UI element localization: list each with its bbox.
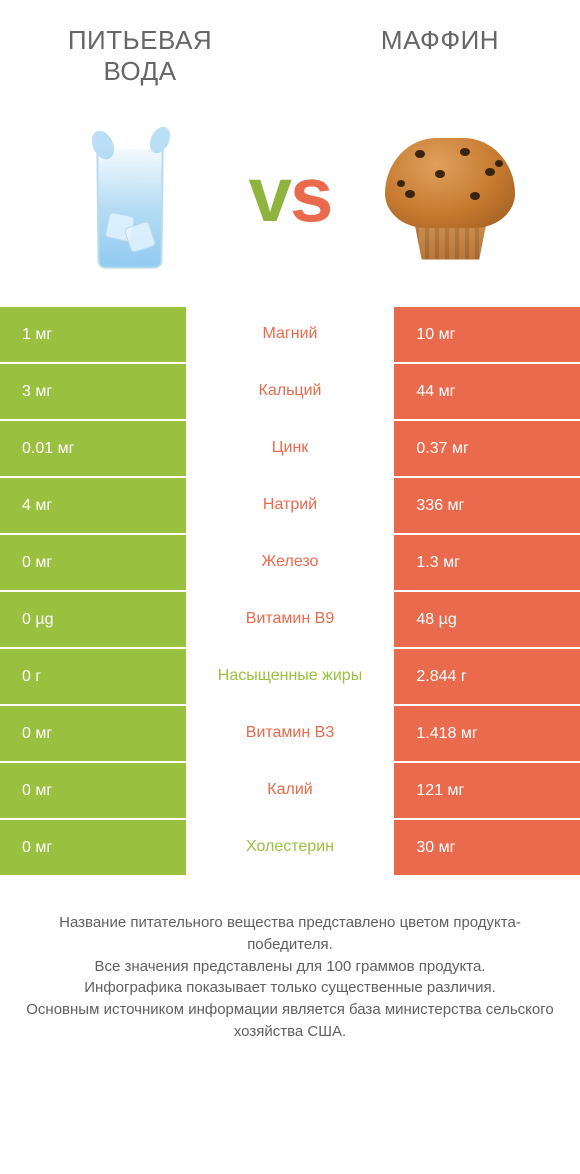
right-value-cell: 10 мг: [394, 307, 580, 362]
right-value-cell: 44 мг: [394, 364, 580, 419]
nutrient-label-cell: Калий: [186, 763, 395, 818]
footer-notes: Название питательного вещества представл…: [0, 877, 580, 1043]
vs-label: vs: [249, 149, 332, 240]
images-row: vs: [0, 97, 580, 307]
table-row: 0 мгЖелезо1.3 мг: [0, 535, 580, 592]
nutrient-label-cell: Витамин B3: [186, 706, 395, 761]
right-value-cell: 30 мг: [394, 820, 580, 875]
left-value-cell: 3 мг: [0, 364, 186, 419]
left-value-cell: 0 µg: [0, 592, 186, 647]
nutrient-label-cell: Холестерин: [186, 820, 395, 875]
water-glass-icon: [50, 105, 210, 285]
nutrient-label-cell: Натрий: [186, 478, 395, 533]
nutrient-label-cell: Насыщенные жиры: [186, 649, 395, 704]
right-value-cell: 2.844 г: [394, 649, 580, 704]
left-value-cell: 1 мг: [0, 307, 186, 362]
left-value-cell: 0 мг: [0, 820, 186, 875]
footer-line: Инфографика показывает только существенн…: [20, 977, 560, 999]
right-value-cell: 1.3 мг: [394, 535, 580, 590]
left-value-cell: 4 мг: [0, 478, 186, 533]
footer-line: Название питательного вещества представл…: [20, 912, 560, 956]
right-value-cell: 336 мг: [394, 478, 580, 533]
footer-line: Все значения представлены для 100 граммо…: [20, 956, 560, 978]
left-value-cell: 0 г: [0, 649, 186, 704]
nutrient-label-cell: Кальций: [186, 364, 395, 419]
left-value-cell: 0.01 мг: [0, 421, 186, 476]
table-row: 0 гНасыщенные жиры2.844 г: [0, 649, 580, 706]
nutrient-label-cell: Цинк: [186, 421, 395, 476]
nutrient-label-cell: Магний: [186, 307, 395, 362]
nutrient-label-cell: Железо: [186, 535, 395, 590]
table-row: 0 мгВитамин B31.418 мг: [0, 706, 580, 763]
left-product-title: ПИТЬЕВАЯ ВОДА: [40, 25, 240, 87]
muffin-icon: [370, 105, 530, 285]
right-value-cell: 1.418 мг: [394, 706, 580, 761]
nutrient-label-cell: Витамин B9: [186, 592, 395, 647]
table-row: 0 мгХолестерин30 мг: [0, 820, 580, 877]
table-row: 0 µgВитамин B948 µg: [0, 592, 580, 649]
left-value-cell: 0 мг: [0, 763, 186, 818]
right-value-cell: 121 мг: [394, 763, 580, 818]
right-value-cell: 0.37 мг: [394, 421, 580, 476]
right-value-cell: 48 µg: [394, 592, 580, 647]
table-row: 0.01 мгЦинк0.37 мг: [0, 421, 580, 478]
footer-line: Основным источником информации является …: [20, 999, 560, 1043]
right-product-title: МАФФИН: [340, 25, 540, 56]
left-value-cell: 0 мг: [0, 535, 186, 590]
left-value-cell: 0 мг: [0, 706, 186, 761]
table-row: 0 мгКалий121 мг: [0, 763, 580, 820]
table-row: 1 мгМагний10 мг: [0, 307, 580, 364]
nutrient-comparison-table: 1 мгМагний10 мг3 мгКальций44 мг0.01 мгЦи…: [0, 307, 580, 877]
header: ПИТЬЕВАЯ ВОДА МАФФИН: [0, 0, 580, 97]
table-row: 3 мгКальций44 мг: [0, 364, 580, 421]
table-row: 4 мгНатрий336 мг: [0, 478, 580, 535]
